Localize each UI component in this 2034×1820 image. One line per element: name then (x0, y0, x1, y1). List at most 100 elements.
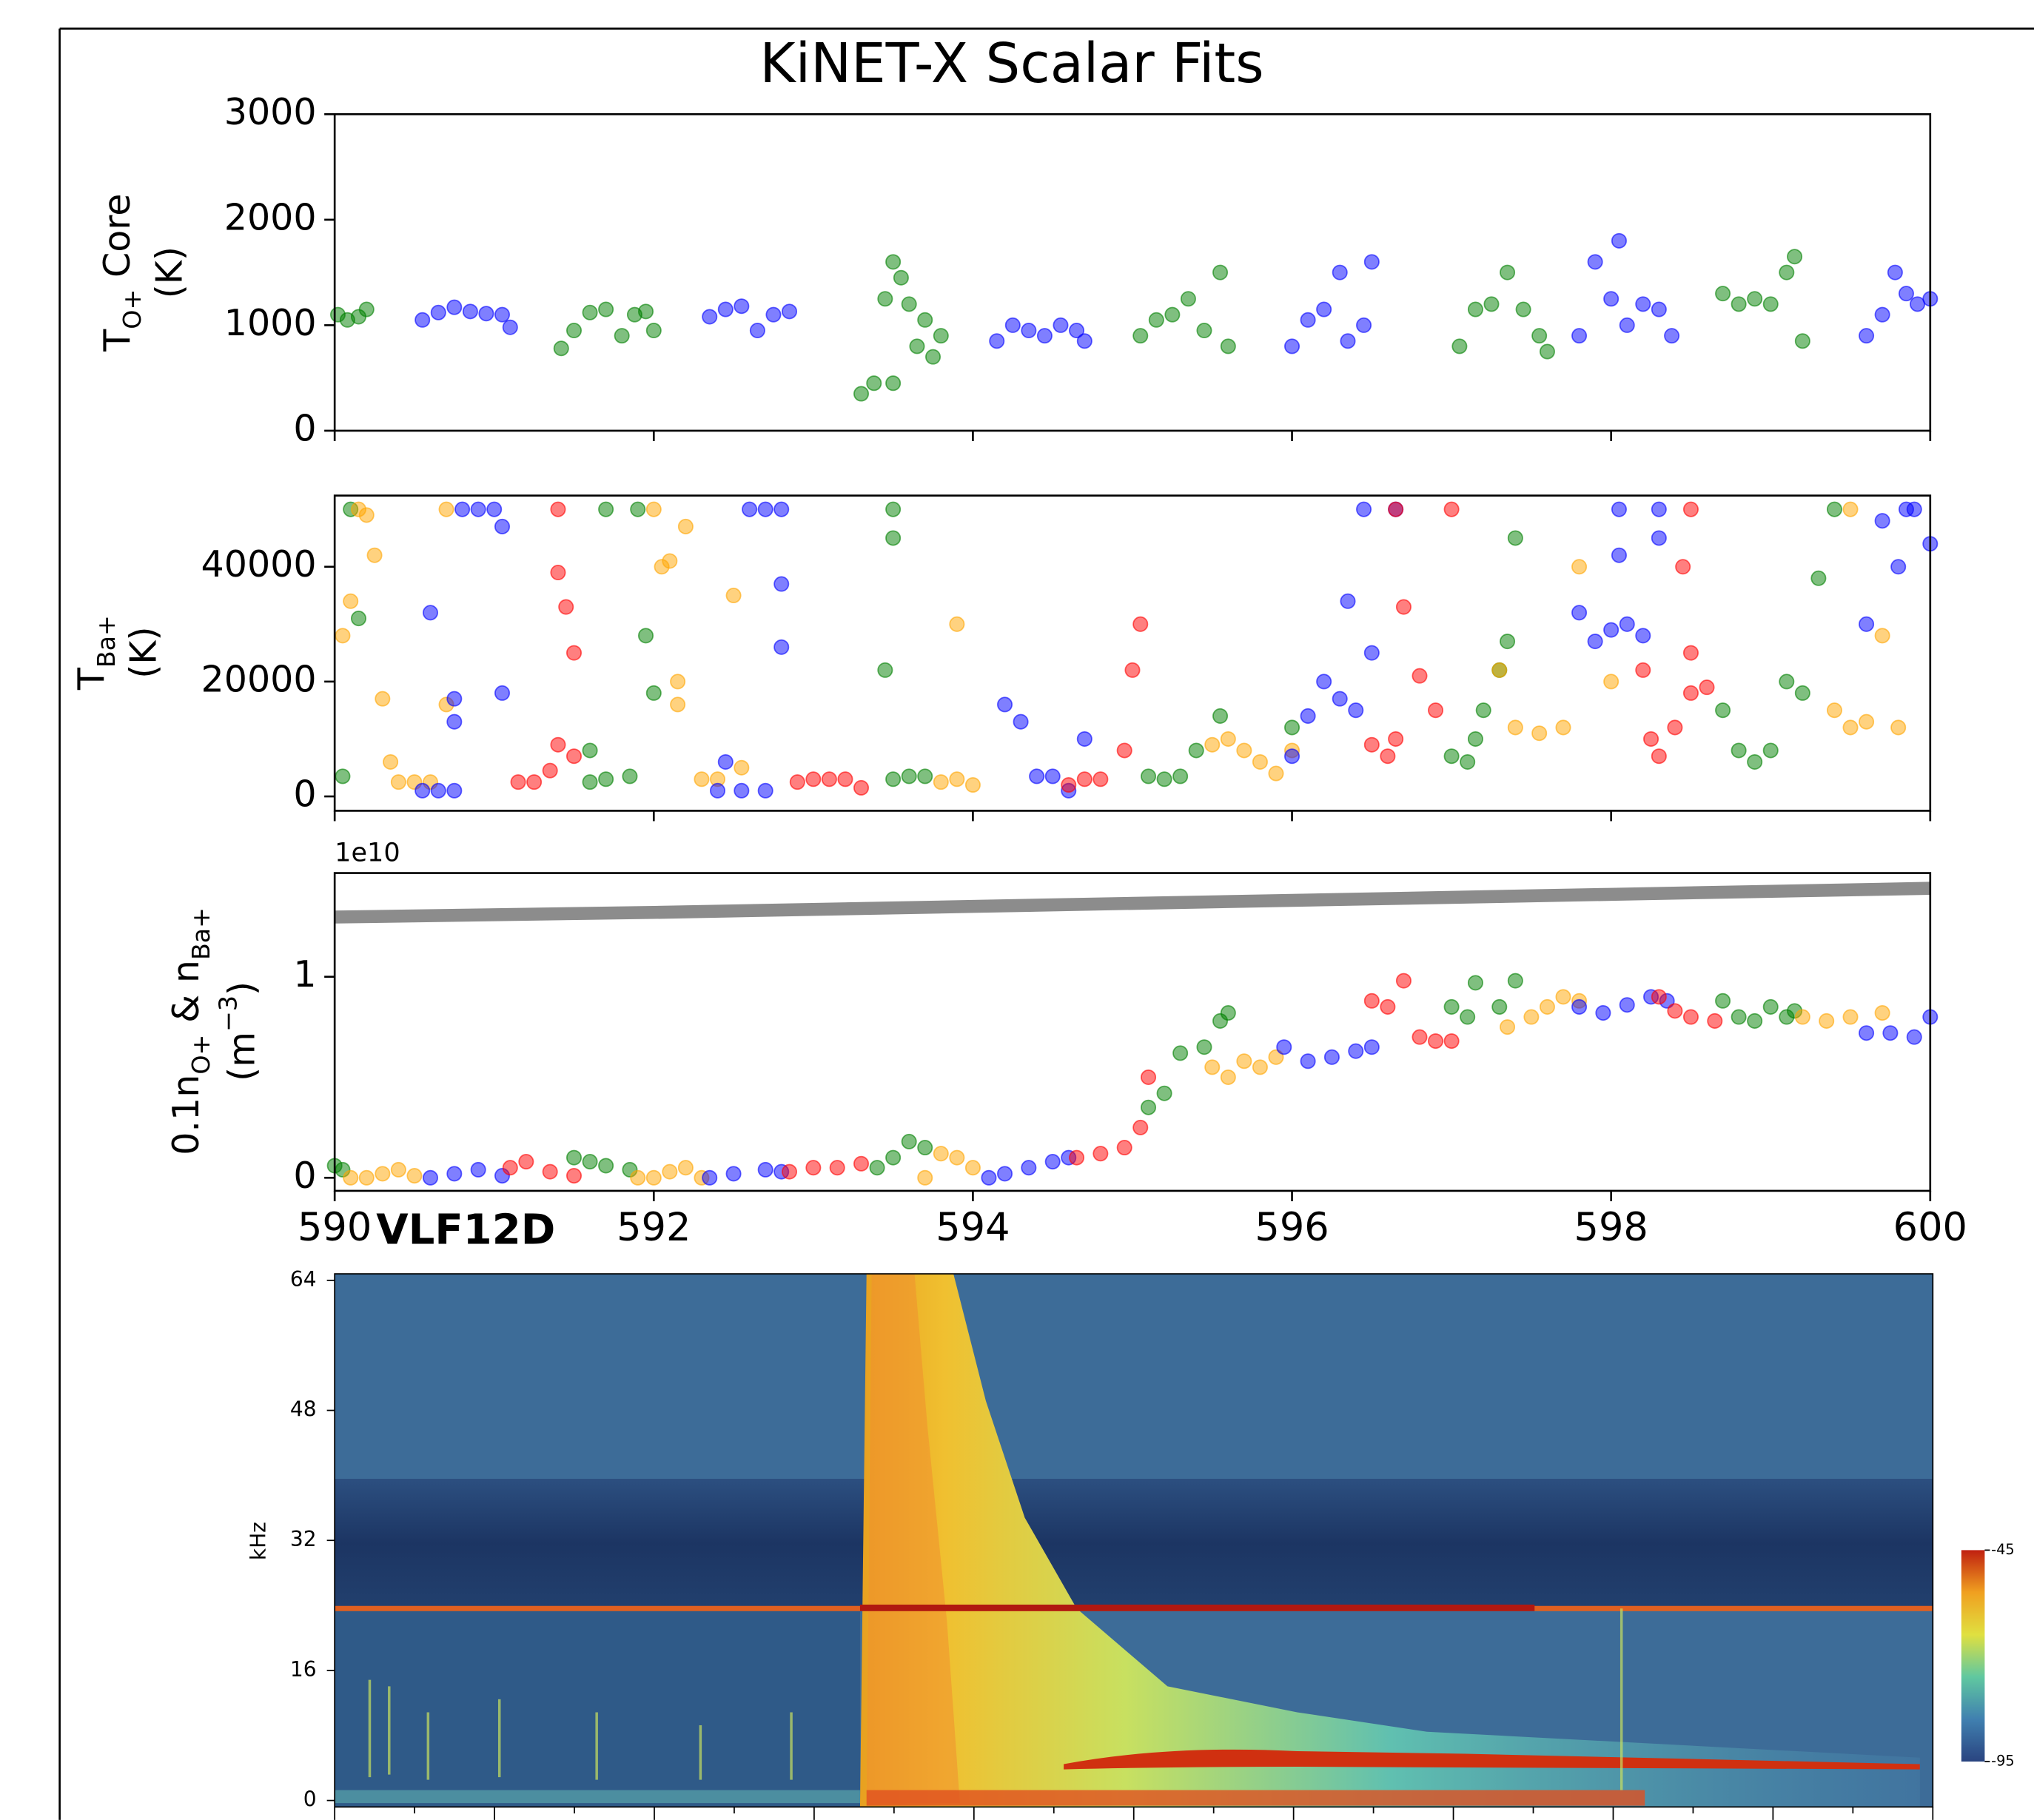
point (997, 1166, 1013, 1182)
point (582, 742, 598, 759)
point (1651, 989, 1667, 1005)
y-tick-label: 32 (290, 1527, 317, 1551)
point (1571, 605, 1588, 621)
point (542, 1163, 558, 1180)
point (964, 1160, 981, 1176)
point (1523, 1009, 1540, 1025)
point (1762, 998, 1779, 1015)
point (470, 501, 486, 517)
point (1340, 593, 1356, 609)
point (1141, 1099, 1157, 1115)
point (1220, 1069, 1236, 1085)
point (1044, 768, 1061, 785)
point (622, 768, 638, 785)
point (1300, 708, 1316, 724)
point (630, 1169, 646, 1186)
point (981, 1169, 997, 1186)
point (430, 782, 446, 799)
colorbar (1961, 1550, 1985, 1762)
point (645, 685, 662, 701)
point (1507, 719, 1523, 736)
point (1460, 753, 1476, 770)
point (366, 547, 383, 563)
point (446, 691, 463, 707)
x-tick-label: 598 (1574, 1205, 1648, 1250)
point (1356, 501, 1372, 517)
point (414, 312, 431, 328)
point (462, 303, 478, 320)
point (805, 771, 822, 788)
point (1898, 286, 1914, 302)
point (1443, 748, 1460, 765)
point (406, 1168, 423, 1184)
point (637, 628, 654, 644)
point (901, 1133, 917, 1149)
point (1316, 674, 1332, 690)
point (614, 328, 630, 344)
spectrogram-band (335, 1478, 1933, 1609)
y-axis-label: 0.1nO+ & nBa+ (164, 907, 215, 1155)
point (1898, 501, 1914, 517)
point (1180, 291, 1196, 307)
point (1475, 702, 1491, 719)
offset-label: 1e10 (335, 837, 400, 867)
point (1196, 1039, 1212, 1055)
point (1794, 1009, 1810, 1025)
point (1571, 328, 1588, 344)
point (866, 375, 882, 392)
point (343, 593, 359, 609)
point (670, 674, 686, 690)
point (1787, 249, 1803, 265)
label-part: (m (220, 1032, 263, 1081)
point (662, 1163, 678, 1180)
point (526, 774, 543, 790)
point (1635, 296, 1651, 312)
point (582, 774, 598, 790)
point (1587, 254, 1603, 270)
point (1443, 501, 1460, 517)
point (781, 1163, 798, 1180)
y-tick-label: 64 (290, 1267, 317, 1292)
point (773, 576, 790, 592)
point (1842, 501, 1859, 517)
point (358, 1169, 375, 1186)
point (725, 588, 742, 604)
point (1515, 301, 1531, 318)
point (933, 774, 949, 790)
point (1156, 771, 1172, 788)
point (565, 1168, 583, 1184)
y-tick-label: 1 (293, 953, 316, 995)
label-part: & n (164, 960, 207, 1035)
y-axis-label: TO+ Core (95, 194, 147, 352)
point (1874, 1005, 1890, 1021)
point (1611, 547, 1627, 563)
point (1667, 719, 1683, 736)
point (1092, 771, 1109, 788)
point (677, 1160, 694, 1176)
point (1069, 323, 1085, 339)
point (925, 349, 942, 365)
point (1380, 748, 1396, 765)
y-axis-label: (K) (147, 246, 190, 298)
label-part: (K) (147, 246, 190, 298)
point (877, 291, 893, 307)
point (1483, 296, 1500, 312)
point (1172, 768, 1189, 785)
point (1356, 317, 1372, 333)
point (1651, 748, 1667, 765)
point (885, 501, 902, 517)
point (1284, 338, 1300, 355)
point (502, 1160, 518, 1176)
y-tick-label: 40000 (201, 543, 317, 585)
point (1212, 708, 1229, 724)
label-part: T (70, 667, 113, 691)
point (1715, 286, 1731, 302)
point (1555, 719, 1571, 736)
point (1268, 1049, 1284, 1065)
y-tick-label: 0 (293, 773, 316, 816)
point (734, 782, 750, 799)
point (1643, 731, 1659, 747)
point (997, 696, 1013, 713)
point (1044, 1154, 1061, 1170)
x-tick-label: 596 (1255, 1205, 1329, 1250)
